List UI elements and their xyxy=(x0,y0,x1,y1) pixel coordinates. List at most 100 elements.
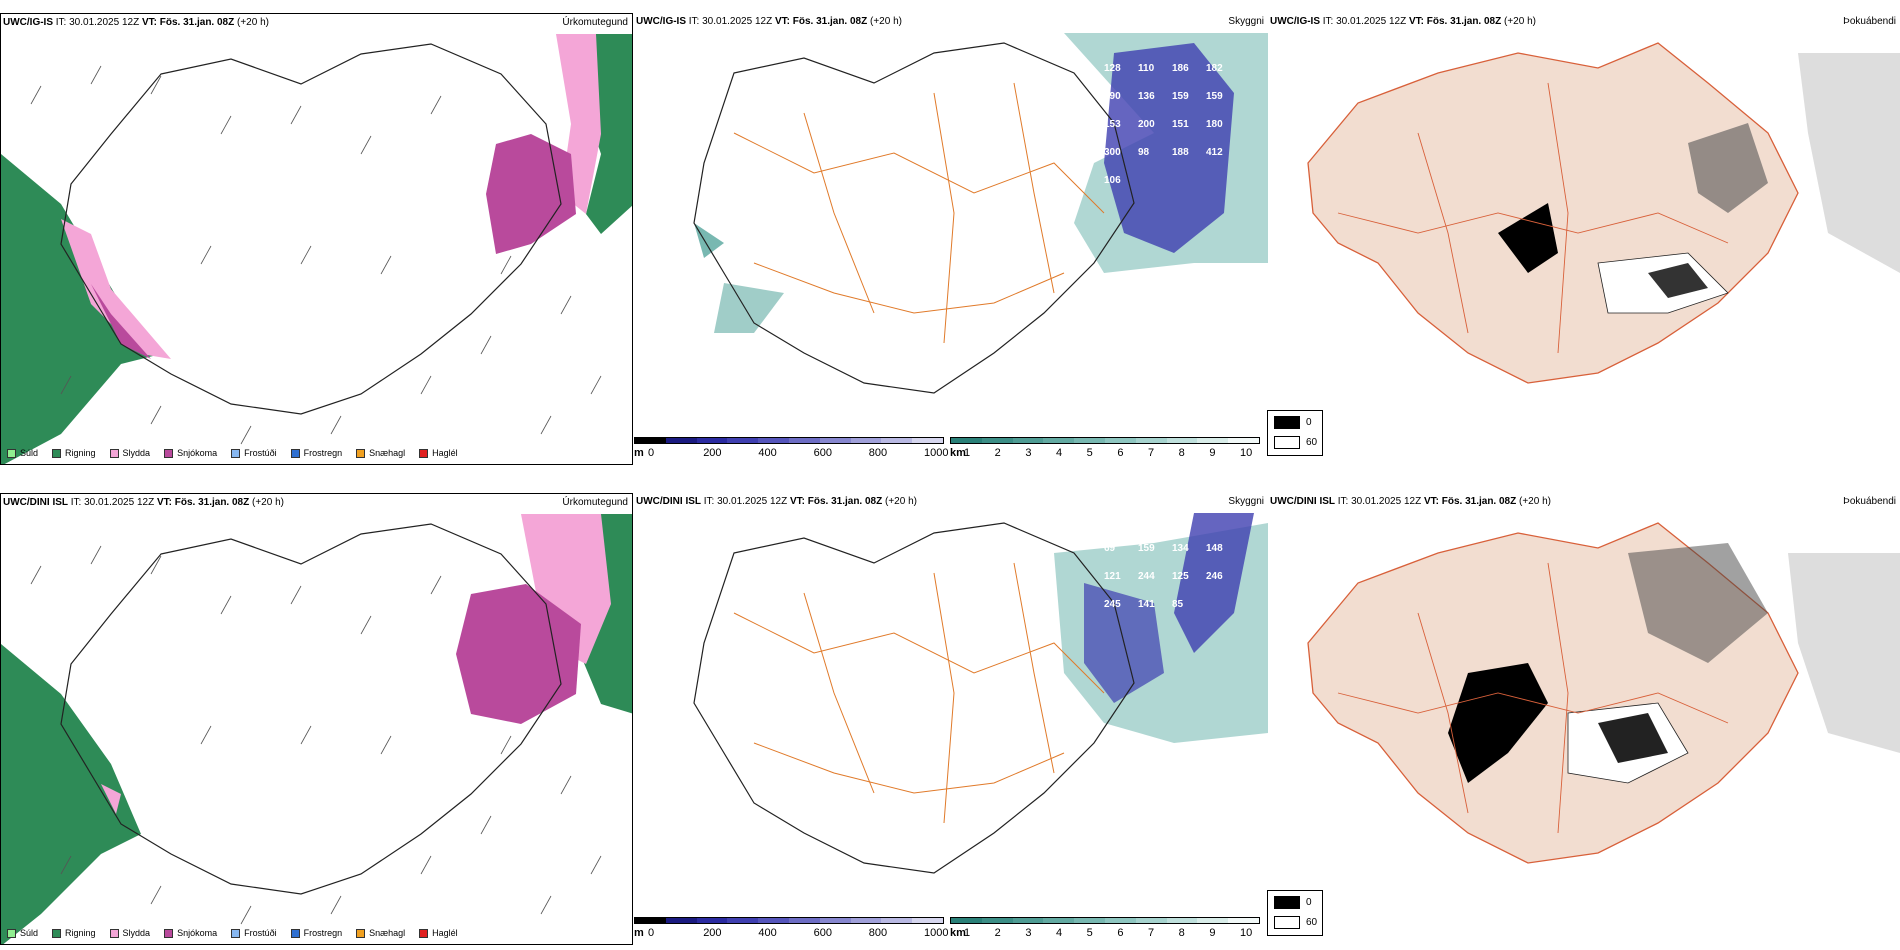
panel-header: UWC/IG-IS IT: 30.01.2025 12Z VT: Fös. 31… xyxy=(3,17,269,28)
colorbar-tick-label: 800 xyxy=(868,927,888,939)
colorbar-unit: m xyxy=(634,927,644,939)
legend-item: Snæhagl xyxy=(356,448,405,458)
legend-swatch xyxy=(419,928,429,938)
colorbar-tick-label: 8 xyxy=(1178,927,1185,939)
panel-title: Úrkomutegund xyxy=(562,497,628,508)
legend-swatch xyxy=(109,928,119,938)
colorbar-bin xyxy=(758,918,789,923)
colorbar-bin xyxy=(788,438,820,443)
colorbar-tick-label: 400 xyxy=(758,447,777,459)
visibility-value: 134 xyxy=(1172,543,1189,554)
panel-header: UWC/DINI ISL IT: 30.01.2025 12Z VT: Fös.… xyxy=(636,496,917,507)
legend-item: Frostúði xyxy=(231,448,277,458)
colorbar-bin xyxy=(819,918,851,923)
fog-legend-value: 0 xyxy=(1306,897,1312,908)
legend-swatch xyxy=(109,448,119,458)
colorbar-tick-label: 5 xyxy=(1086,447,1093,459)
legend-label: Frostregn xyxy=(303,448,343,458)
fog-legend-row: 60 xyxy=(1274,916,1317,929)
fog-legend-value: 60 xyxy=(1306,917,1318,928)
precip-type-panel-2: UWC/DINI ISL IT: 30.01.2025 12Z VT: Fös.… xyxy=(0,493,633,945)
colorbar-bin xyxy=(1074,438,1105,443)
visibility-map-2 xyxy=(693,513,1268,874)
colorbar-tick-label: 1000 xyxy=(924,447,949,459)
legend-swatch xyxy=(419,448,429,458)
colorbar-tick-label: 8 xyxy=(1178,447,1185,459)
colorbar-bin xyxy=(665,438,697,443)
precip-legend-2: Súld Rigning Slydda Snjókoma Frostúði Frostre… xyxy=(7,928,458,938)
visibility-value: 151 xyxy=(1172,119,1189,130)
legend-label: Slydda xyxy=(122,448,151,458)
colorbar-tick-label: 2 xyxy=(994,927,1001,939)
colorbar-tick-label: 5 xyxy=(1086,927,1093,939)
legend-item: Rigning xyxy=(52,928,96,938)
legend-label: Snjókoma xyxy=(177,448,218,458)
visibility-value: 182 xyxy=(1206,63,1223,74)
colorbar-tick-label: 200 xyxy=(703,927,722,939)
colorbar-bin xyxy=(635,918,666,923)
visibility-value: 121 xyxy=(1104,571,1121,582)
legend-swatch xyxy=(356,448,366,458)
visibility-value: 412 xyxy=(1206,147,1223,158)
ceiling-colorbar-1: m 0 200 400 600 800 1000 xyxy=(634,437,948,465)
colorbar-tick-label: 1 xyxy=(964,927,971,939)
legend-swatch xyxy=(7,928,16,938)
colorbar-tick-label: 0 xyxy=(648,927,655,939)
visibility-value: 159 xyxy=(1206,91,1223,102)
fog-legend-row: 60 xyxy=(1274,436,1317,449)
fog-legend-swatch xyxy=(1274,416,1300,429)
colorbar-bin xyxy=(758,438,789,443)
legend-swatch xyxy=(290,448,300,458)
colorbar-bin xyxy=(1104,918,1136,923)
precip-type-map-2 xyxy=(1,514,632,944)
colorbar-bin xyxy=(788,918,820,923)
colorbar-bin xyxy=(1074,918,1105,923)
visibility-panel-2: UWC/DINI ISL IT: 30.01.2025 12Z VT: Fös.… xyxy=(634,493,1268,945)
colorbar-bin xyxy=(696,918,728,923)
legend-item: Frostregn xyxy=(290,448,343,458)
colorbar-bin xyxy=(727,918,759,923)
colorbar-bin xyxy=(951,918,982,923)
legend-swatch xyxy=(164,928,174,938)
colorbar-tick-label: 10 xyxy=(1240,927,1253,939)
colorbar-bin xyxy=(1197,918,1229,923)
legend-label: Súld xyxy=(20,448,39,458)
legend-swatch xyxy=(52,448,62,458)
fog-legend-swatch xyxy=(1274,896,1300,909)
visibility-value: 128 xyxy=(1104,63,1121,74)
colorbar-bin xyxy=(981,918,1013,923)
visibility-value: 188 xyxy=(1172,147,1189,158)
colorbar-unit: km xyxy=(950,447,966,459)
legend-item: Frostregn xyxy=(290,928,342,938)
colorbar-bin xyxy=(1043,918,1075,923)
visibility-value: 148 xyxy=(1206,543,1223,554)
colorbar-bin xyxy=(1012,918,1044,923)
colorbar-tick-label: 10 xyxy=(1240,447,1253,459)
colorbar-bin xyxy=(850,918,882,923)
colorbar-tick-label: 6 xyxy=(1117,927,1124,939)
legend-item: Snæhagl xyxy=(356,928,405,938)
legend-label: Haglél xyxy=(432,448,458,458)
colorbar-bin xyxy=(1166,918,1198,923)
visibility-value: 244 xyxy=(1138,571,1155,582)
colorbar-tick-label: 200 xyxy=(703,447,722,459)
visibility-value: 300 xyxy=(1104,147,1121,158)
colorbar-tick-label: 3 xyxy=(1025,927,1032,939)
colorbar-tick-label: 800 xyxy=(868,447,888,459)
fog-panel-1: UWC/IG-IS IT: 30.01.2025 12Z VT: Fös. 31… xyxy=(1268,13,1900,465)
colorbar-bin xyxy=(981,438,1013,443)
colorbar-bin xyxy=(1228,438,1259,443)
panel-title: Þokuábendi xyxy=(1843,16,1896,27)
fog-legend-swatch xyxy=(1274,916,1300,929)
legend-item: Haglél xyxy=(419,928,458,938)
colorbar-bin xyxy=(850,438,882,443)
visibility-value: 246 xyxy=(1206,571,1223,582)
legend-swatch xyxy=(7,448,16,458)
fog-legend-swatch xyxy=(1274,436,1300,449)
visibility-value: 186 xyxy=(1172,63,1189,74)
legend-item: Slydda xyxy=(109,928,151,938)
visibility-colorbar-2: km 1 2 3 4 5 6 7 8 9 10 xyxy=(950,917,1260,945)
legend-label: Slydda xyxy=(122,928,151,938)
legend-swatch xyxy=(164,448,174,458)
fog-map-1 xyxy=(1307,42,1900,384)
